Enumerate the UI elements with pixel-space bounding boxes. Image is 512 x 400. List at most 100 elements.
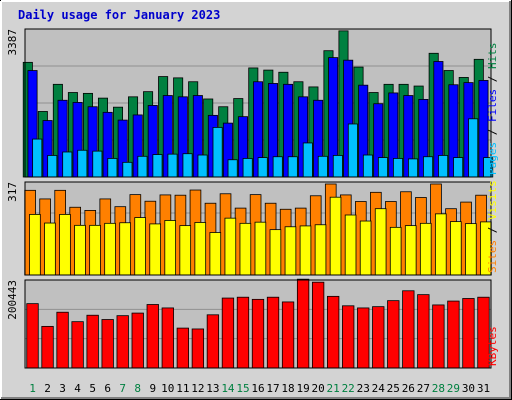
chart-title: Daily usage for January 2023 (18, 8, 220, 22)
bar-visits-day-14 (224, 217, 237, 276)
panel-legend-label: KBytes (486, 326, 499, 366)
bar-pages-day-11 (182, 153, 193, 178)
legend-text: KBytes (486, 326, 499, 366)
day-label-19: 19 (296, 382, 309, 395)
day-label-9: 9 (149, 382, 156, 395)
day-label-18: 18 (281, 382, 294, 395)
bar-visits-day-9 (149, 223, 161, 276)
bar-pages-day-12 (197, 154, 208, 178)
bar-kbytes-day-23 (357, 307, 370, 369)
day-label-10: 10 (161, 382, 174, 395)
bar-pages-day-20 (317, 155, 328, 178)
day-label-12: 12 (191, 382, 204, 395)
day-axis: 1 2 3 4 5 6 7 8 9 10 11 12 13 14 15 16 17 18 19 20 21 22 23 24 2… (29, 382, 490, 395)
bar-visits-day-12 (194, 222, 207, 276)
bar-kbytes-day-1 (26, 303, 39, 369)
bar-visits-day-15 (239, 222, 252, 276)
day-label-6: 6 (104, 382, 111, 395)
panel-border (24, 28, 492, 178)
day-label-16: 16 (251, 382, 264, 395)
day-label-27: 27 (417, 382, 430, 395)
bar-kbytes-day-18 (281, 301, 295, 369)
bar-pages-day-29 (453, 157, 464, 178)
bar-pages-day-1 (32, 138, 43, 178)
bar-visits-day-21 (329, 196, 342, 276)
bar-pages-day-8 (137, 155, 148, 178)
day-label-26: 26 (402, 382, 415, 395)
bar-visits-day-28 (434, 213, 447, 276)
panel-bottom: 200443 KBytes (6, 278, 499, 369)
bar-visits-day-4 (74, 224, 86, 276)
bar-kbytes-day-19 (296, 278, 310, 369)
bar-kbytes-day-6 (101, 319, 114, 369)
day-label-24: 24 (372, 382, 386, 395)
panel-top: 3387 Pages / Files / Hits (6, 28, 499, 178)
legend-text: / (486, 220, 499, 240)
day-label-20: 20 (312, 382, 325, 395)
bar-kbytes-day-24 (372, 306, 385, 369)
bar-visits-day-22 (344, 214, 357, 276)
bar-visits-day-13 (209, 232, 222, 276)
bar-kbytes-day-14 (221, 297, 235, 369)
day-label-13: 13 (206, 382, 219, 395)
bar-visits-day-20 (314, 224, 327, 276)
bar-visits-day-29 (450, 221, 462, 276)
legend-text: Pages (486, 142, 499, 175)
bar-kbytes-day-27 (417, 294, 430, 369)
bar-visits-day-30 (465, 223, 477, 276)
day-label-25: 25 (387, 382, 400, 395)
day-label-14: 14 (221, 382, 235, 395)
bar-pages-day-9 (152, 154, 163, 178)
bar-kbytes-day-7 (116, 315, 129, 369)
day-label-11: 11 (176, 382, 189, 395)
bar-kbytes-day-16 (251, 298, 265, 369)
day-label-7: 7 (119, 382, 126, 395)
bar-pages-day-10 (167, 153, 178, 178)
bar-kbytes-day-9 (146, 304, 159, 369)
bar-pages-day-22 (347, 123, 358, 178)
legend-text: Files (486, 89, 499, 122)
bar-visits-day-6 (104, 222, 116, 276)
bar-kbytes-day-4 (71, 321, 84, 369)
bar-visits-day-26 (404, 225, 417, 276)
bar-pages-day-18 (287, 156, 298, 178)
day-label-21: 21 (327, 382, 340, 395)
bar-kbytes-day-30 (462, 298, 475, 369)
bar-pages-day-30 (468, 118, 479, 178)
bar-kbytes-day-25 (387, 300, 400, 369)
legend-text: Hits (486, 43, 499, 70)
day-label-2: 2 (44, 382, 51, 395)
bar-kbytes-day-15 (236, 296, 250, 369)
bar-kbytes-day-20 (311, 281, 325, 369)
bar-visits-day-5 (89, 224, 101, 276)
bar-pages-day-16 (257, 157, 268, 178)
day-label-3: 3 (59, 382, 66, 395)
bar-pages-day-24 (377, 157, 388, 178)
bar-visits-day-16 (254, 221, 267, 276)
chart-panels: 3387 Pages / Files / Hits 317 Sites / Visit… (6, 28, 499, 369)
bar-visits-day-8 (134, 217, 146, 276)
bar-pages-day-2 (47, 155, 58, 178)
bar-kbytes-day-10 (161, 307, 174, 369)
bar-visits-day-24 (374, 208, 387, 276)
bar-visits-day-17 (269, 229, 282, 276)
bar-pages-day-13 (212, 127, 223, 178)
bar-kbytes-day-17 (266, 296, 280, 369)
bar-pages-day-6 (107, 158, 118, 178)
panel-ymax-label: 317 (6, 182, 19, 202)
bar-visits-day-10 (164, 220, 177, 276)
bar-visits-day-3 (59, 214, 71, 276)
bar-kbytes-day-12 (191, 328, 205, 369)
bar-pages-day-28 (438, 155, 449, 178)
panel-border (24, 181, 492, 276)
bar-visits-day-19 (299, 225, 312, 276)
day-label-1: 1 (29, 382, 36, 395)
panel-ymax-label: 200443 (6, 280, 19, 320)
day-label-28: 28 (432, 382, 445, 395)
day-label-15: 15 (236, 382, 249, 395)
bar-pages-day-4 (77, 149, 88, 178)
bar-pages-day-14 (227, 159, 238, 178)
day-label-4: 4 (74, 382, 81, 395)
